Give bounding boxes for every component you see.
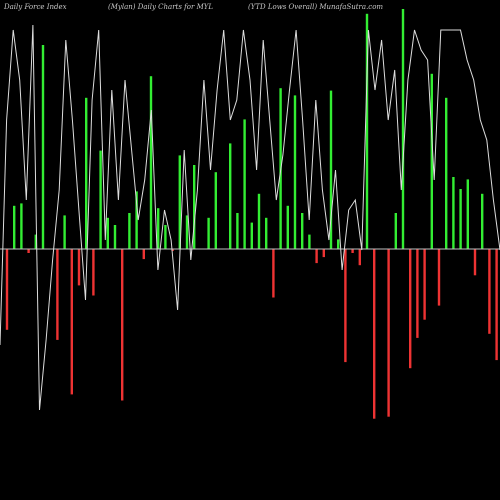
force-bar xyxy=(322,249,325,258)
force-bar xyxy=(466,179,469,249)
force-bar xyxy=(351,249,354,253)
force-bar xyxy=(236,213,239,249)
force-bar xyxy=(358,249,361,266)
force-bar xyxy=(121,249,124,401)
force-bar xyxy=(337,239,340,249)
force-bar xyxy=(20,203,23,249)
force-bar xyxy=(286,205,289,249)
indicator-label: Daily Force Index xyxy=(3,3,67,11)
force-bar xyxy=(92,249,95,296)
force-bar xyxy=(113,225,117,249)
force-bar xyxy=(344,249,347,363)
force-bar xyxy=(495,249,498,361)
force-bar xyxy=(77,249,81,286)
force-bar xyxy=(416,249,419,338)
force-bar xyxy=(193,165,196,249)
force-bar xyxy=(250,222,253,249)
force-bar xyxy=(229,143,232,249)
force-bar xyxy=(308,234,311,249)
force-bar xyxy=(99,150,102,249)
force-bar xyxy=(214,172,217,249)
force-bar xyxy=(135,191,138,249)
force-bar xyxy=(272,249,275,298)
force-bar xyxy=(157,208,160,249)
force-bar xyxy=(452,177,455,249)
force-bar xyxy=(243,119,246,250)
force-bar xyxy=(185,215,189,249)
force-bar xyxy=(13,205,16,249)
force-bar xyxy=(41,45,45,249)
force-bar xyxy=(387,249,390,417)
force-bar xyxy=(459,189,462,249)
force-bar xyxy=(488,249,491,334)
force-bar xyxy=(445,97,448,249)
force-bar xyxy=(401,9,405,249)
force-bar xyxy=(164,225,167,249)
force-bar xyxy=(293,95,297,250)
force-bar xyxy=(27,249,30,253)
force-bar xyxy=(365,13,369,249)
force-bar xyxy=(178,155,181,249)
force-bar xyxy=(423,249,426,320)
force-bar xyxy=(315,249,318,264)
force-bar xyxy=(128,213,131,249)
force-bar xyxy=(430,73,433,249)
site-label: (YTD Lows Overall) MunafaSutra.com xyxy=(248,3,383,11)
force-bar xyxy=(70,249,73,395)
force-bar xyxy=(56,249,59,340)
force-bar xyxy=(5,249,9,330)
force-bar xyxy=(85,97,88,249)
force-bar xyxy=(394,213,397,249)
force-bar xyxy=(481,193,484,249)
force-bar xyxy=(106,217,109,249)
force-bar xyxy=(329,90,333,249)
force-bar xyxy=(257,193,261,249)
force-bar xyxy=(149,76,153,249)
force-bar xyxy=(301,213,304,249)
price-line xyxy=(0,24,500,411)
force-bar xyxy=(34,234,37,249)
force-bar xyxy=(142,249,145,260)
force-bar xyxy=(207,217,210,249)
chart-subtitle: (Mylan) Daily Charts for MYL xyxy=(108,3,213,11)
force-bar xyxy=(437,249,441,306)
force-bar xyxy=(409,249,412,369)
force-bar xyxy=(171,249,174,251)
force-bar xyxy=(63,215,66,249)
force-bar xyxy=(373,249,376,419)
force-bar xyxy=(265,217,268,249)
force-bar xyxy=(473,249,477,276)
bars-layer xyxy=(5,9,498,419)
